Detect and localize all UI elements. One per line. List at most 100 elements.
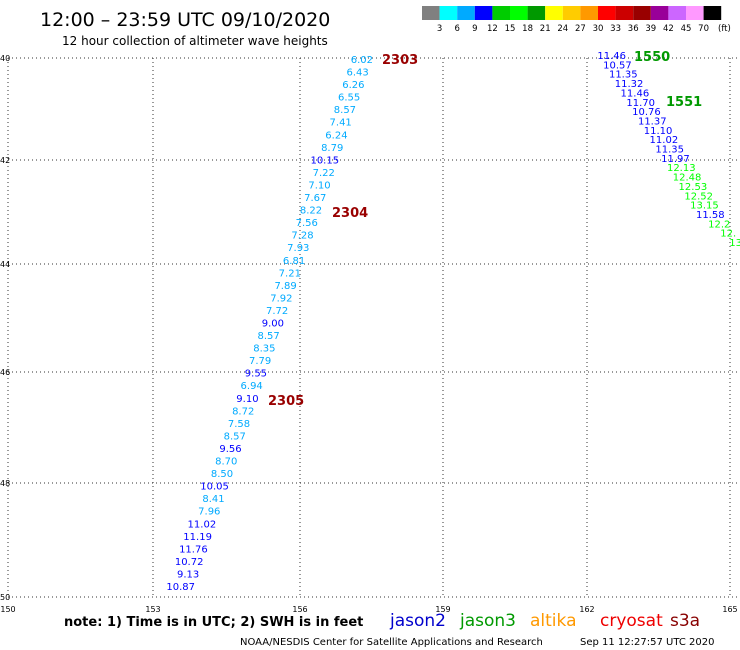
satellite-name: jason2 <box>389 611 446 631</box>
swh-value-label: 11.76 <box>179 544 208 555</box>
swh-value-label: 6.43 <box>346 68 368 79</box>
swh-value-label: 12.2 <box>708 219 730 230</box>
swh-value-label: 11.37 <box>638 116 667 127</box>
swh-value-label: 11.46 <box>621 88 650 99</box>
legend-swatch <box>668 6 686 20</box>
swh-value-label: 12.53 <box>679 182 708 193</box>
legend-tick-label: 3 <box>437 24 442 34</box>
swh-value-label: 11.32 <box>615 79 644 90</box>
longitude-label: 156 <box>292 605 307 614</box>
swh-value-label: 10.05 <box>200 482 229 493</box>
legend-swatch <box>545 6 563 20</box>
legend-swatch <box>527 6 546 20</box>
pass-label: 2303 <box>382 53 418 68</box>
swh-value-label: 9.00 <box>262 319 284 330</box>
swh-value-label: 8.50 <box>211 469 233 480</box>
swh-value-label: 6.55 <box>338 93 360 104</box>
swh-value-label: 6.24 <box>325 130 347 141</box>
legend-swatch <box>633 6 651 20</box>
pass-labels: 2303 2304 2305 1550 1551 <box>268 50 702 409</box>
swh-value-label: 7.58 <box>228 419 250 430</box>
legend-swatch <box>580 6 598 20</box>
swh-value-label: 13.15 <box>690 201 719 212</box>
swh-value-label: 11.35 <box>655 145 684 156</box>
satellite-name: cryosat <box>600 611 663 631</box>
legend-tick-label: 15 <box>505 24 516 34</box>
swh-value-label: 7.41 <box>330 118 352 129</box>
legend-tick-label: 42 <box>663 24 674 34</box>
swh-value-label: 6.26 <box>342 80 364 91</box>
legend-unit: (ft) <box>718 24 731 34</box>
swh-value-label: 11.02 <box>188 519 217 530</box>
swh-value-label: 11.58 <box>696 210 725 221</box>
satellite-name: altika <box>530 611 577 631</box>
swh-value-label: 6.81 <box>283 256 305 267</box>
latitude-label: 48 <box>0 479 10 488</box>
swh-value-label: 11.70 <box>626 98 655 109</box>
pass-label: 2304 <box>332 206 368 221</box>
satellite-legend: jason2 jason3 altika cryosat s3a <box>389 611 700 631</box>
latitude-label: 40 <box>0 54 10 63</box>
wave-height-legend: 3 6 9 12 15 18 21 24 27 30 33 36 39 42 45 70 (ft) <box>422 6 731 34</box>
swh-value-label: 10.57 <box>603 60 632 71</box>
legend-swatch <box>474 6 493 20</box>
swh-value-label: 9.10 <box>236 394 258 405</box>
latitude-labels: 40 42 44 46 48 50 <box>0 54 10 602</box>
swh-value-label: 7.56 <box>296 218 318 229</box>
latitude-label: 42 <box>0 156 10 165</box>
longitude-label: 159 <box>435 605 450 614</box>
satellite-name: jason3 <box>459 611 516 631</box>
legend-tick-label: 12 <box>487 24 498 34</box>
swh-value-label: 11.46 <box>597 51 626 62</box>
swh-value-label: 8.57 <box>224 431 246 442</box>
swh-value-label: 9.56 <box>219 444 241 455</box>
swh-value-label: 12.48 <box>673 173 702 184</box>
swh-value-label: 7.28 <box>291 231 313 242</box>
swh-value-label: 9.55 <box>245 369 267 380</box>
swh-value-label: 8.79 <box>321 143 343 154</box>
legend-swatch <box>615 6 634 20</box>
swh-value-label: 7.67 <box>304 193 326 204</box>
swh-value-label: 8.35 <box>253 344 275 355</box>
legend-swatch <box>686 6 704 20</box>
longitude-labels: 150 153 156 159 162 165 <box>0 605 737 614</box>
track-west: 6.026.436.266.558.577.416.248.7910.157.2… <box>166 55 373 593</box>
swh-value-label: 11.02 <box>650 135 679 146</box>
swh-value-label: 9.13 <box>177 569 199 580</box>
swh-value-label: 7.22 <box>313 168 335 179</box>
swh-value-label: 11.97 <box>661 154 690 165</box>
swh-value-label: 6.02 <box>351 55 373 66</box>
swh-value-label: 12.13 <box>667 163 696 174</box>
legend-tick-label: 9 <box>472 24 477 34</box>
longitude-label: 153 <box>145 605 160 614</box>
swh-value-label: 12. <box>720 229 736 240</box>
latitude-label: 46 <box>0 368 10 377</box>
swh-value-label: 7.96 <box>198 507 220 518</box>
footer: note: 1) Time is in UTC; 2) SWH is in fe… <box>64 611 714 648</box>
legend-tick-label: 18 <box>522 24 533 34</box>
legend-swatch <box>562 6 581 20</box>
swh-value-label: 10.72 <box>175 557 204 568</box>
swh-value-label: 7.21 <box>279 268 301 279</box>
swh-value-label: 7.92 <box>270 293 292 304</box>
swh-value-label: 10.87 <box>166 582 195 593</box>
legend-tick-label: 6 <box>454 24 459 34</box>
page-subtitle: 12 hour collection of altimeter wave hei… <box>62 34 328 48</box>
swh-value-label: 7.72 <box>266 306 288 317</box>
pass-label: 1550 <box>634 50 670 65</box>
latitude-label: 50 <box>0 593 10 602</box>
legend-tick-label: 36 <box>628 24 639 34</box>
legend-swatch <box>510 6 528 20</box>
page-title: 12:00 – 23:59 UTC 09/10/2020 <box>40 9 330 31</box>
longitude-label: 162 <box>579 605 594 614</box>
footer-credit: NOAA/NESDIS Center for Satellite Applica… <box>240 637 543 648</box>
legend-swatch <box>422 6 440 20</box>
swh-value-label: 7.89 <box>274 281 296 292</box>
swh-value-label: 11.10 <box>644 126 673 137</box>
legend-swatch <box>439 6 458 20</box>
legend-tick-label: 30 <box>593 24 604 34</box>
swh-value-label: 13 <box>729 238 740 249</box>
legend-tick-label: 21 <box>540 24 551 34</box>
swh-value-label: 8.57 <box>257 331 279 342</box>
